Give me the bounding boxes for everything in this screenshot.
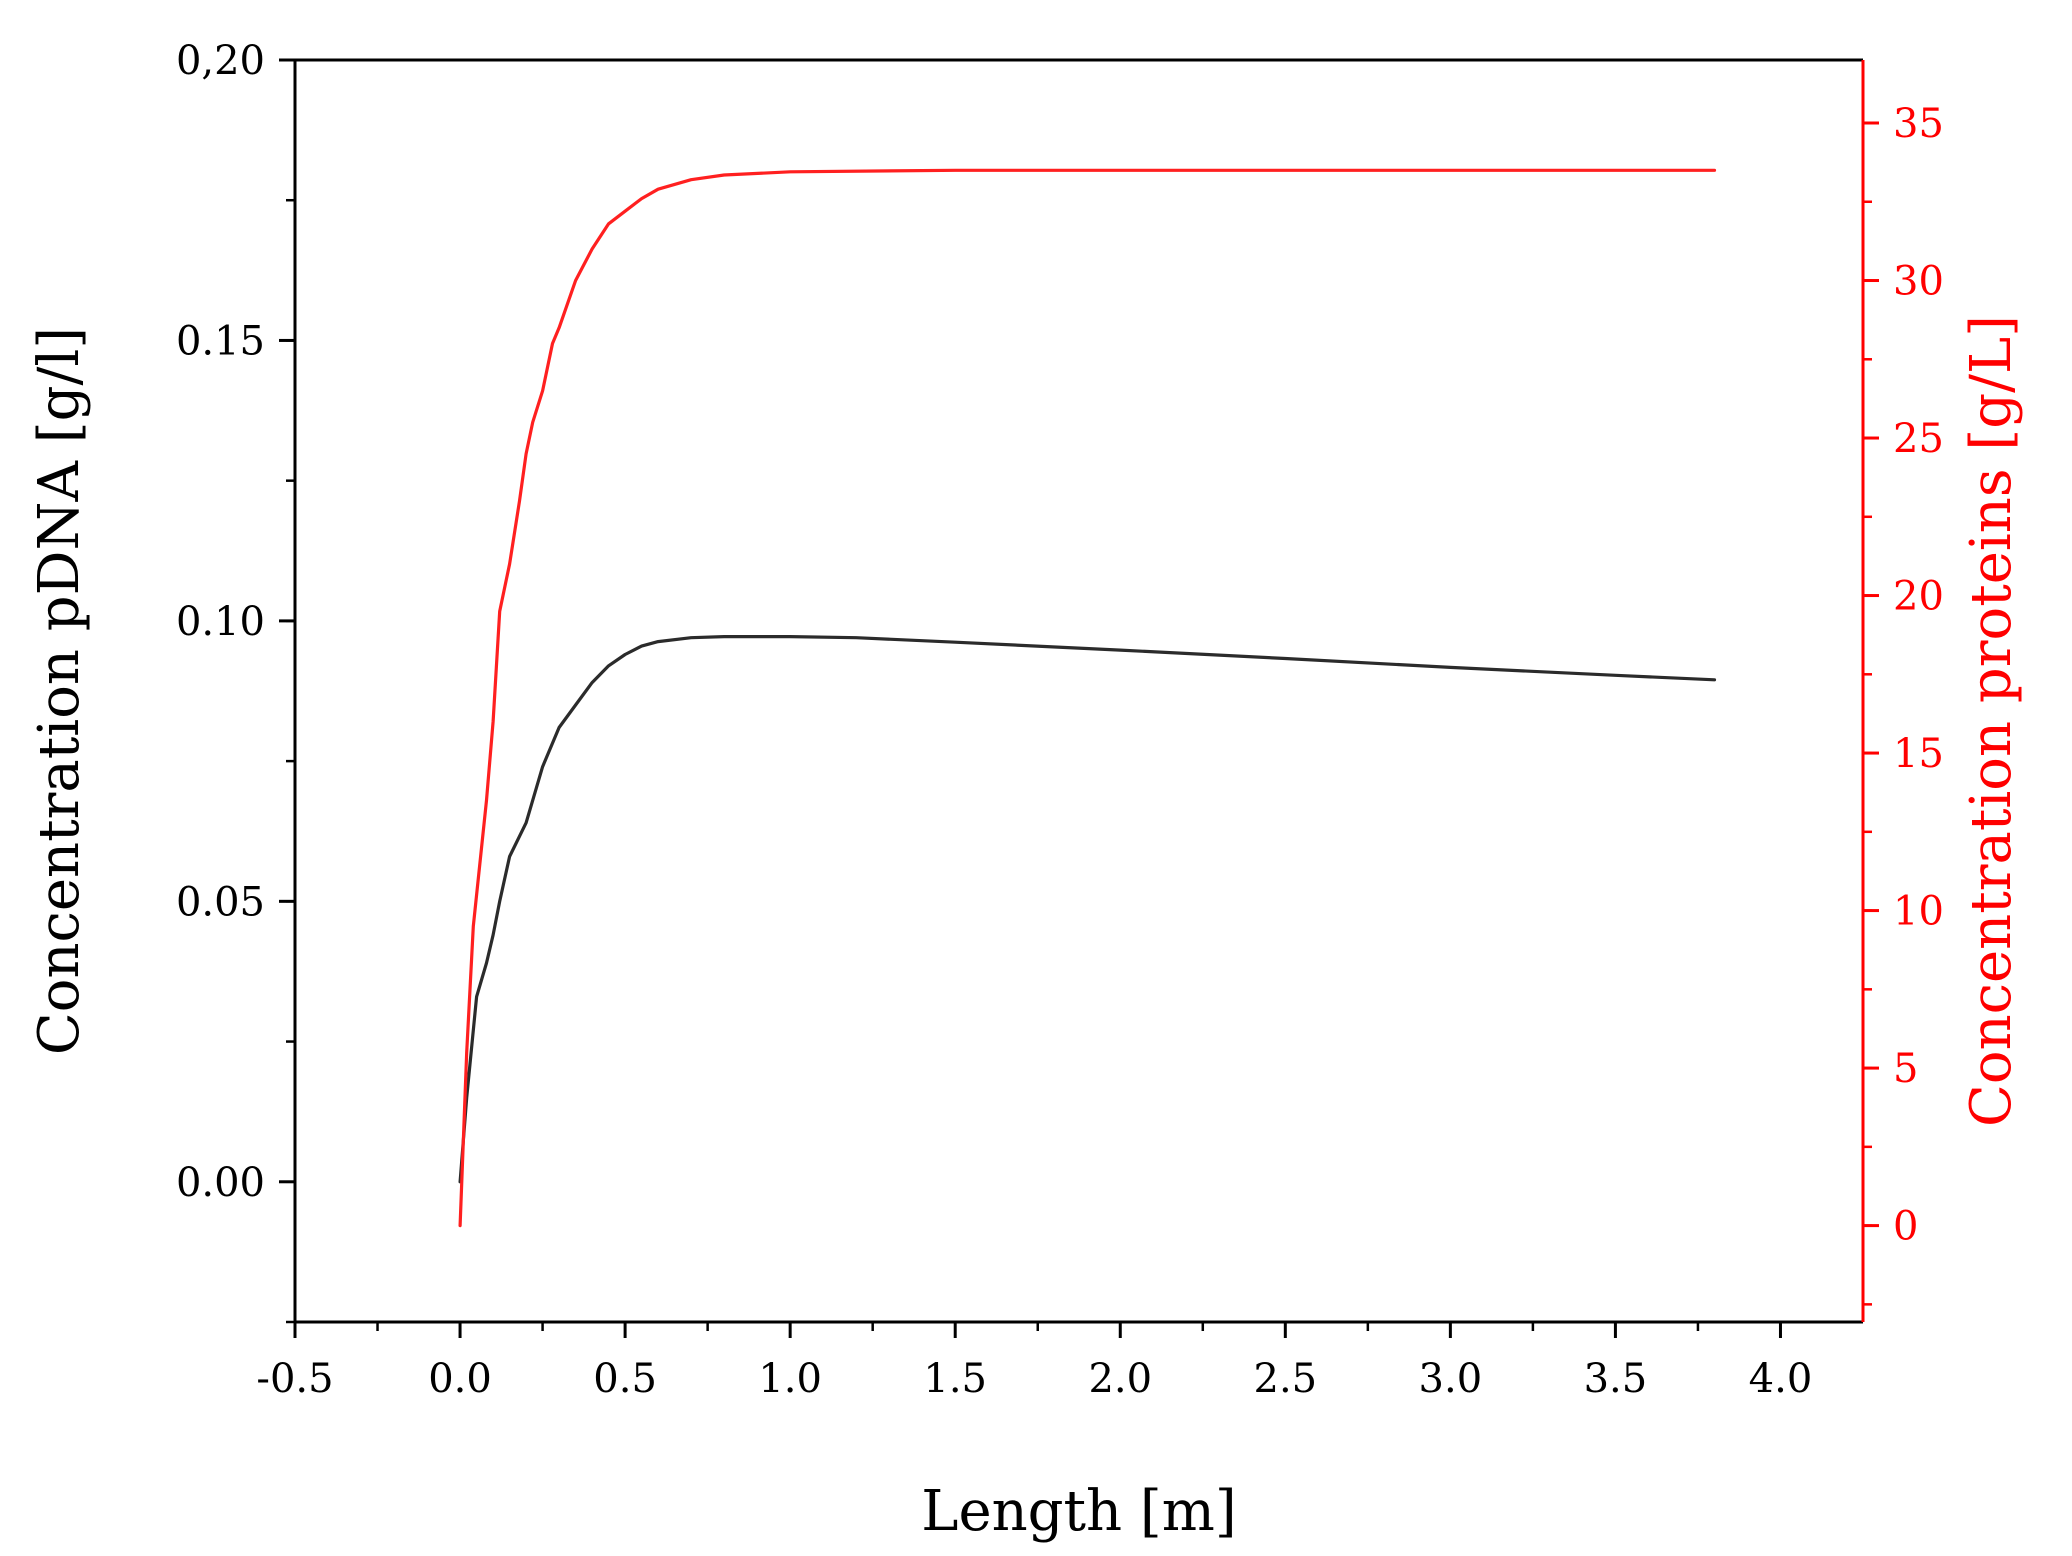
x-tick-label: 2.0 [1088, 1356, 1152, 1402]
y-right-tick-label: 5 [1893, 1046, 1918, 1092]
y-left-tick-label: 0.10 [176, 599, 265, 645]
y-axis-right: 0 5 10 15 20 25 30 35 [1863, 101, 1944, 1306]
y-right-tick-label: 20 [1893, 574, 1944, 620]
series-line-proteins [458, 168, 1717, 1228]
x-tick-label: 1.5 [923, 1356, 987, 1402]
x-tick-label: 0.5 [593, 1356, 657, 1402]
x-tick-label: 3.5 [1584, 1356, 1648, 1402]
series-line-pdna [458, 634, 1717, 1184]
x-tick-label: 2.5 [1254, 1356, 1318, 1402]
y-right-tick-label: 10 [1893, 889, 1944, 935]
y-right-tick-label: 25 [1893, 416, 1944, 462]
y-right-tick-label: 30 [1893, 259, 1944, 305]
x-tick-label: 4.0 [1749, 1356, 1813, 1402]
y-left-tick-label: 0,20 [176, 38, 265, 84]
y-right-tick-label: 35 [1893, 101, 1944, 147]
x-axis: -0.5 0.0 0.5 1.0 1.5 2.0 2.5 3.0 3.5 4.0 [256, 1322, 1812, 1402]
x-tick-label: 1.0 [758, 1356, 822, 1402]
y-axis-left: 0.00 0.05 0.10 0.15 0,20 [176, 38, 295, 1324]
y-left-tick-label: 0.05 [176, 879, 265, 925]
x-tick-label: 3.0 [1419, 1356, 1483, 1402]
x-tick-label: 0.0 [428, 1356, 492, 1402]
y-axis-right-title: Concentration proteins [g/L] [1959, 315, 2024, 1127]
y-left-tick-label: 0.00 [176, 1160, 265, 1206]
series-layer [458, 168, 1717, 1228]
plot-frame [293, 58, 1865, 1324]
y-left-tick-label: 0.15 [176, 318, 265, 364]
y-axis-left-title: Concentration pDNA [g/l] [27, 327, 92, 1055]
x-tick-label: -0.5 [256, 1356, 333, 1402]
y-right-tick-label: 0 [1893, 1204, 1918, 1250]
x-axis-title: Length [m] [921, 1479, 1236, 1544]
y-right-tick-label: 15 [1893, 731, 1944, 777]
